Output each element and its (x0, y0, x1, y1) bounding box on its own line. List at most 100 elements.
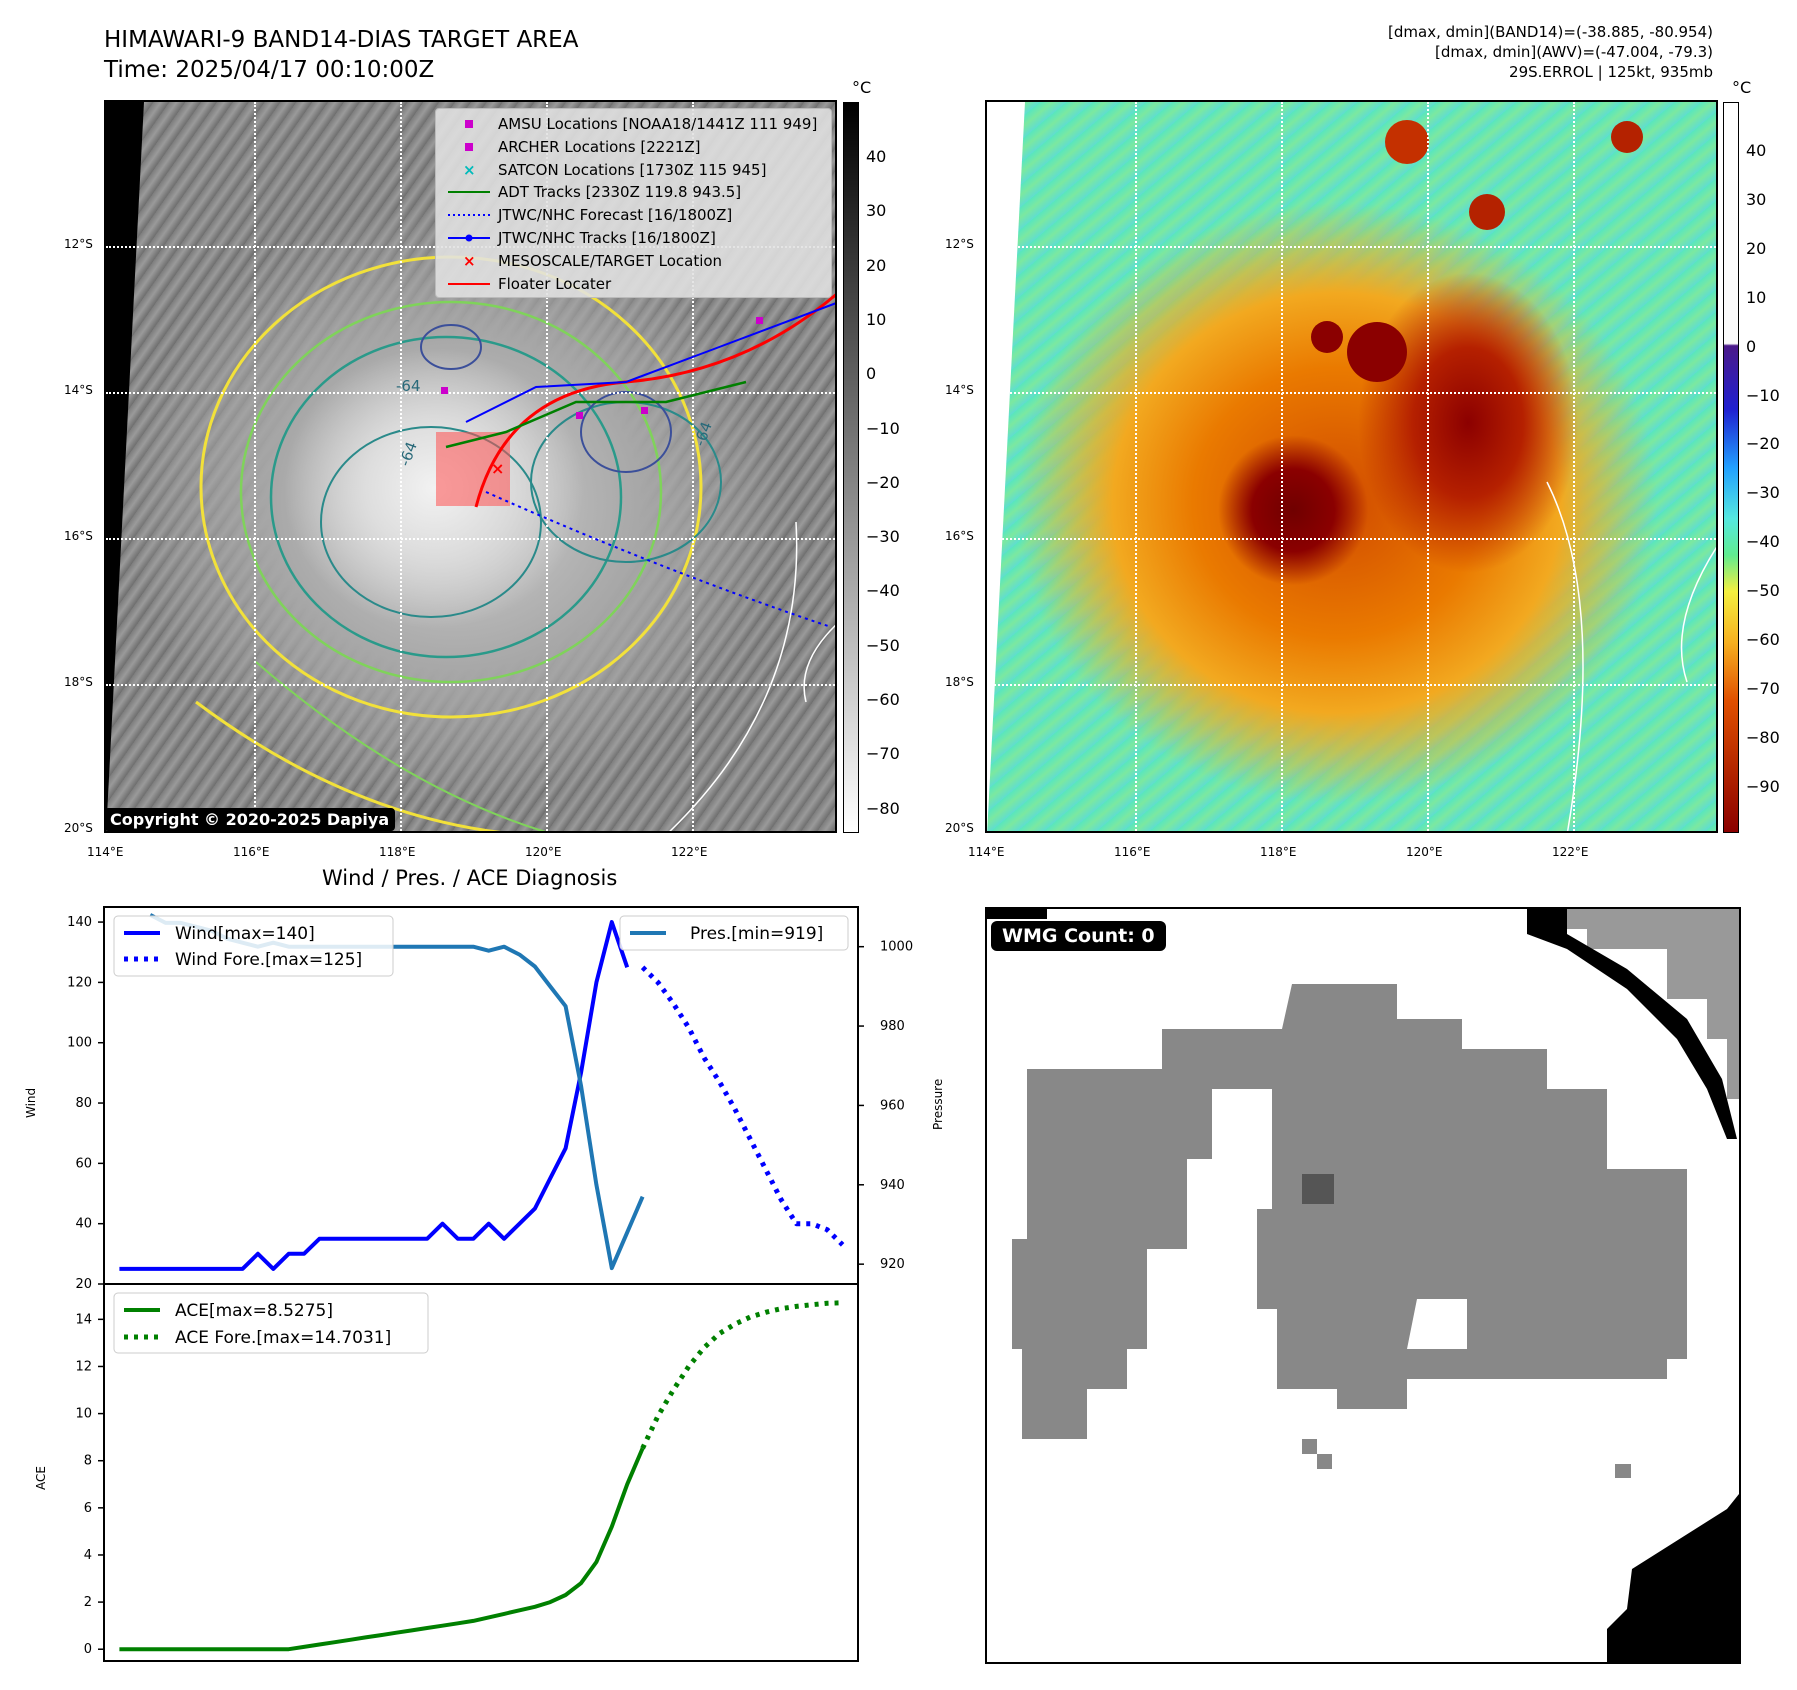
lat-label: 20°S (64, 821, 93, 835)
wind-ytick-label: 20 (75, 1277, 92, 1292)
gridline-lon (1281, 102, 1283, 831)
gridline-lat (987, 684, 1716, 686)
gridline-lon (254, 102, 256, 831)
svg-text:×: × (491, 459, 504, 478)
legend-label: Floater Locater (498, 274, 612, 293)
lat-label: 12°S (64, 237, 93, 251)
lon-label: 114°E (968, 845, 1005, 859)
pressure-ytick-label: 920 (880, 1257, 905, 1272)
colorbar-tick: −60 (866, 690, 900, 709)
colorbar-tick: 10 (1746, 287, 1767, 307)
colorbar-tick: 30 (866, 201, 887, 221)
legend-marker-icon (446, 113, 492, 135)
legend-label: SATCON Locations [1730Z 115 945] (498, 160, 767, 179)
pressure-legend-box (619, 915, 849, 951)
pressure-ytick-label: 1000 (880, 940, 913, 955)
legend-marker-icon (446, 273, 492, 295)
gridline-lat (987, 392, 1716, 394)
gridline-lon (546, 102, 548, 831)
lon-label: 118°E (1260, 845, 1297, 859)
legend-marker-icon (446, 136, 492, 158)
colorbar-tick: −20 (1746, 434, 1780, 454)
diagnosis-title: Wind / Pres. / ACE Diagnosis (322, 866, 618, 890)
lon-label: 116°E (233, 845, 270, 859)
info-band14-range: [dmax, dmin](BAND14)=(-38.885, -80.954) (1388, 23, 1713, 41)
legend-marker-icon: × (446, 159, 492, 181)
colorbar-tick: −80 (1746, 727, 1780, 747)
gridline-lat (106, 538, 835, 540)
colorbar-tick: −20 (866, 472, 900, 492)
info-awv-range: [dmax, dmin](AWV)=(-47.004, -79.3) (1434, 43, 1713, 61)
colorbar-tick: −10 (866, 418, 900, 438)
legend-marker-icon: × (446, 250, 492, 272)
lat-label: 16°S (945, 529, 974, 543)
legend-marker-icon (446, 227, 492, 249)
ace-forecast-legend-label: ACE Fore.[max=14.7031] (175, 1328, 391, 1348)
ace-ytick-label: 2 (84, 1595, 92, 1610)
color-colorbar (1723, 102, 1739, 833)
legend-label: AMSU Locations [NOAA18/1441Z 111 949] (498, 115, 818, 133)
legend-label: MESOSCALE/TARGET Location (498, 251, 723, 270)
wmg-count-badge: WMG Count: 0 (991, 921, 1166, 951)
colorbar-tick: 30 (1746, 189, 1767, 209)
lat-label: 18°S (945, 675, 974, 689)
wmg-grid (987, 909, 1739, 1662)
colorbar-tick: −40 (1746, 532, 1780, 552)
wind-ytick-label: 140 (67, 915, 92, 930)
gridline-lat (106, 684, 835, 686)
colorbar-tick: −70 (1746, 678, 1780, 698)
legend-item: ARCHER Locations [2221Z] (446, 136, 701, 158)
lon-label: 118°E (379, 845, 416, 859)
wind-forecast-line (640, 965, 845, 1247)
colorbar-unit: °C (852, 78, 872, 97)
lat-label: 12°S (945, 237, 974, 251)
lon-label: 114°E (87, 845, 124, 859)
info-storm-id: 29S.ERROL | 125kt, 935mb (1509, 63, 1713, 81)
lat-label: 18°S (64, 675, 93, 689)
ace-ytick-label: 6 (84, 1501, 92, 1516)
lat-label: 14°S (64, 383, 93, 397)
colorbar-tick: 40 (866, 147, 887, 166)
lon-label: 120°E (1406, 845, 1443, 859)
colorbar-tick: 40 (1746, 141, 1767, 160)
colorbar-tick: −30 (866, 527, 900, 547)
legend-marker-icon (446, 204, 492, 226)
ace-ytick-label: 10 (75, 1407, 92, 1422)
pressure-ytick-label: 980 (880, 1019, 905, 1034)
svg-text:×: × (463, 252, 476, 270)
colorbar-tick: −50 (866, 635, 900, 655)
colorbar-tick: −30 (1746, 483, 1780, 503)
colorbar-tick: 0 (1746, 336, 1757, 356)
ace-legend-box (113, 1292, 429, 1354)
colorbar-tick: 20 (866, 255, 887, 275)
wind-ytick-label: 60 (75, 1156, 92, 1171)
colorbar-tick: −60 (1746, 630, 1780, 649)
ace-ytick-label: 8 (84, 1454, 92, 1469)
gridline-lon (1427, 102, 1429, 831)
pressure-ytick-label: 940 (880, 1178, 905, 1193)
colorbar-tick: 10 (866, 309, 887, 329)
lon-label: 120°E (525, 845, 562, 859)
gridline-lon (400, 102, 402, 831)
legend-item: ADT Tracks [2330Z 119.8 943.5] (446, 181, 741, 203)
legend-item: Floater Locater (446, 273, 611, 295)
lon-label: 122°E (1552, 845, 1589, 859)
colorbar-unit: °C (1732, 78, 1752, 97)
legend-label: JTWC/NHC Forecast [16/1800Z] (498, 206, 733, 225)
ace-ytick-label: 0 (84, 1642, 92, 1657)
legend-label: ADT Tracks [2330Z 119.8 943.5] (498, 183, 742, 202)
legend-marker-icon (446, 181, 492, 203)
svg-text:×: × (463, 161, 476, 179)
legend-item: × MESOSCALE/TARGET Location (446, 250, 722, 272)
gridline-lat (987, 246, 1716, 248)
wind-forecast-legend-label: Wind Fore.[max=125] (175, 950, 362, 970)
lat-label: 16°S (64, 529, 93, 543)
gridline-lat (987, 538, 1716, 540)
wind-ytick-label: 120 (67, 975, 92, 990)
grayscale-colorbar (843, 102, 859, 833)
wind-ytick-label: 80 (75, 1096, 92, 1111)
lon-label: 122°E (671, 845, 708, 859)
ace-legend-label: ACE[max=8.5275] (175, 1301, 333, 1321)
colorbar-tick: −70 (866, 744, 900, 764)
